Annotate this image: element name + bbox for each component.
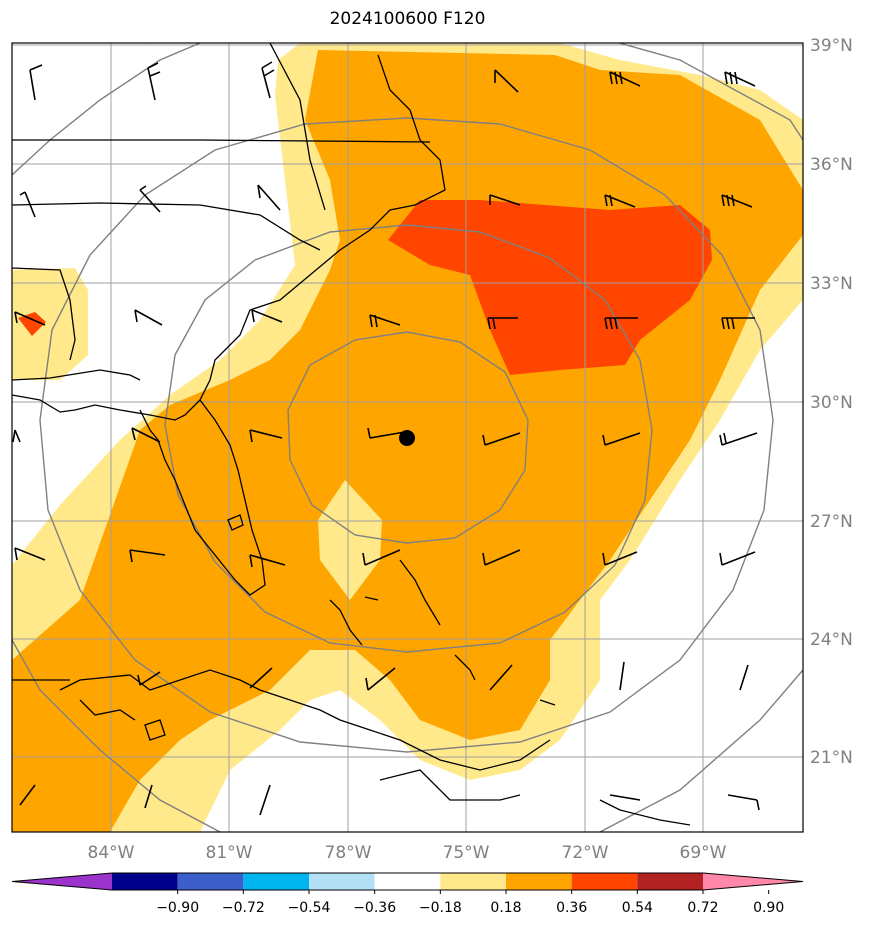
lon-label: 72°W — [562, 843, 609, 863]
colorbar-tick-label: 0.18 — [490, 900, 521, 916]
colorbar-swatch — [112, 873, 178, 890]
lat-label: 24°N — [810, 630, 853, 650]
contour-fill-low-bahamas — [318, 480, 382, 600]
lat-label: 27°N — [810, 512, 853, 532]
lat-label: 21°N — [810, 748, 853, 768]
storm-center-marker — [399, 430, 415, 446]
contour-fill-high — [388, 200, 712, 375]
colorbar-swatch — [571, 873, 638, 890]
longitude-labels: 84°W 81°W 78°W 75°W 72°W 69°W — [88, 843, 727, 863]
lon-label: 69°W — [680, 843, 727, 863]
colorbar-swatch — [374, 873, 441, 890]
colorbar-tick-label: 0.72 — [687, 900, 718, 916]
lat-label: 30°N — [810, 393, 853, 413]
colorbar-tick-label: −0.72 — [222, 900, 265, 916]
colorbar-swatch — [637, 873, 703, 890]
colorbar-outline — [11, 872, 804, 891]
colorbar-extend-low — [12, 873, 112, 890]
lon-label: 81°W — [206, 843, 253, 863]
lon-label: 78°W — [325, 843, 372, 863]
colorbar-tick-label: 0.90 — [753, 900, 784, 916]
colorbar-tick-label: −0.90 — [156, 900, 199, 916]
graticule — [12, 43, 803, 832]
lat-label: 36°N — [810, 155, 853, 175]
colorbar-extend-high — [703, 873, 803, 890]
lon-label: 75°W — [443, 843, 490, 863]
colorbar-tick-label: −0.18 — [419, 900, 462, 916]
colorbar-tick-label: −0.36 — [353, 900, 396, 916]
colorbar-tick-label: 0.36 — [556, 900, 587, 916]
distance-rings — [12, 43, 803, 832]
colorbar-swatch — [243, 873, 309, 890]
coastlines — [12, 43, 691, 826]
lat-label: 39°N — [810, 36, 853, 56]
colorbar-tick-label: −0.54 — [288, 900, 331, 916]
wind-barbs — [12, 61, 760, 816]
contour-fill-high-west — [18, 312, 46, 336]
colorbar: −0.90 −0.72 −0.54 −0.36 −0.18 0.18 0.36 0.54 0.7… — [11, 872, 804, 916]
colorbar-swatch — [440, 873, 506, 890]
colorbar-swatch — [177, 873, 244, 890]
colorbar-swatch — [506, 873, 572, 890]
colorbar-swatch — [309, 873, 375, 890]
colorbar-tick-label: 0.54 — [622, 900, 653, 916]
map-title: 2024100600 F120 — [329, 9, 486, 29]
map-frame — [11, 42, 804, 833]
lon-label: 84°W — [88, 843, 135, 863]
lat-label: 33°N — [810, 274, 853, 294]
latitude-labels: 39°N 36°N 33°N 30°N 27°N 24°N 21°N — [810, 36, 853, 768]
